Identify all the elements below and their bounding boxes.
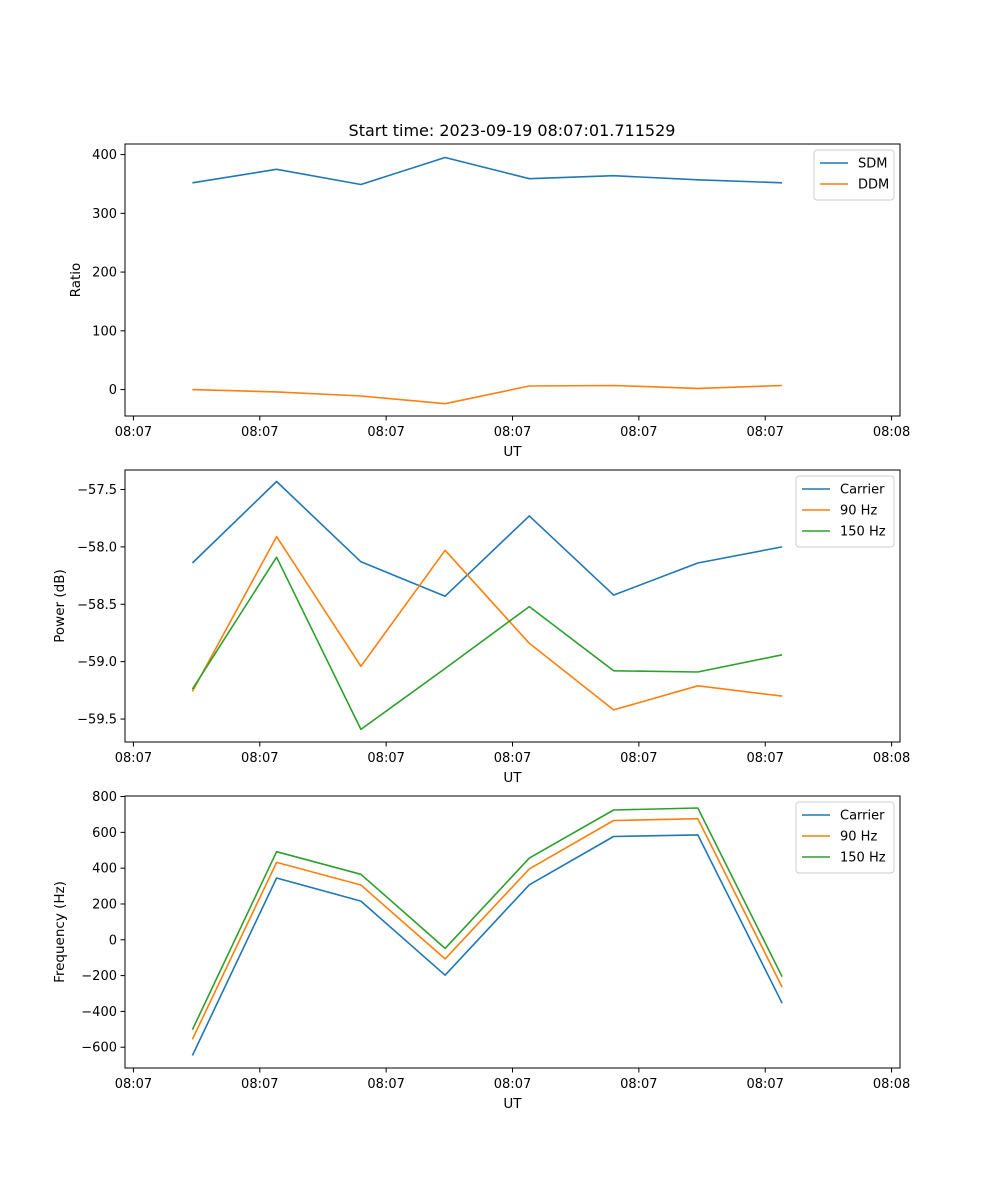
y-tick-label: 0 xyxy=(109,383,117,398)
x-tick-label: 08:07 xyxy=(367,1077,404,1092)
legend-box xyxy=(795,801,895,874)
legend-entry: DDM xyxy=(858,178,889,193)
y-tick-label: −59.0 xyxy=(77,655,117,670)
legend-entry: Carrier xyxy=(840,809,885,824)
x-tick-label: 08:07 xyxy=(620,1077,657,1092)
x-tick-label: 08:07 xyxy=(367,751,404,766)
x-tick-label: 08:07 xyxy=(620,425,657,440)
x-axis-label: UT xyxy=(503,770,522,786)
legend: Carrier 90 Hz 150 Hz xyxy=(795,475,895,548)
series-line-carrier xyxy=(191,480,783,598)
legend: Carrier 90 Hz 150 Hz xyxy=(795,801,895,874)
x-tick-label: 08:07 xyxy=(241,1077,278,1092)
x-tick-label: 08:07 xyxy=(367,425,404,440)
panel-frequency: 08:07 08:07 08:07 08:07 08:07 08:07 08:08 −600 −… xyxy=(52,790,910,1112)
y-tick-label: 600 xyxy=(92,826,117,841)
x-tick-label: 08:07 xyxy=(115,1077,152,1092)
panel-power: 08:07 08:07 08:07 08:07 08:07 08:07 08:08 −59.5… xyxy=(52,469,910,786)
y-tick-label: 300 xyxy=(92,207,117,222)
x-tick-label: 08:07 xyxy=(115,751,152,766)
legend-entry: 150 Hz xyxy=(840,525,886,540)
panel-ratio: 08:07 08:07 08:07 08:07 08:07 08:07 08:08 0 100 2… xyxy=(68,143,910,460)
legend-entry: 90 Hz xyxy=(840,830,877,845)
series-line-90-hz xyxy=(191,817,783,1040)
x-tick-label: 08:07 xyxy=(241,425,278,440)
x-tick-label: 08:07 xyxy=(494,1077,531,1092)
series-line-90-hz xyxy=(191,535,783,711)
y-axis-label: Frequency (Hz) xyxy=(52,881,68,983)
y-axis-label: Ratio xyxy=(68,263,84,298)
y-tick-label: −58.5 xyxy=(77,598,117,613)
y-tick-label: 0 xyxy=(109,933,117,948)
y-tick-label: −200 xyxy=(81,969,117,984)
x-tick-label: 08:08 xyxy=(873,751,910,766)
y-tick-label: 200 xyxy=(92,266,117,281)
legend-box xyxy=(795,475,895,548)
x-axis-label: UT xyxy=(503,444,522,460)
x-tick-label: 08:07 xyxy=(115,425,152,440)
legend-entry: 90 Hz xyxy=(840,504,877,519)
x-tick-label: 08:07 xyxy=(620,751,657,766)
legend-entry: SDM xyxy=(858,157,887,172)
x-tick-label: 08:07 xyxy=(494,751,531,766)
y-tick-label: −58.0 xyxy=(77,540,117,555)
y-tick-label: −59.5 xyxy=(77,713,117,728)
y-tick-label: −600 xyxy=(81,1041,117,1056)
series-line-carrier xyxy=(191,834,783,1056)
legend: SDM DDM xyxy=(813,149,895,201)
legend-entry: 150 Hz xyxy=(840,851,886,866)
x-tick-label: 08:08 xyxy=(873,1077,910,1092)
x-tick-label: 08:07 xyxy=(494,425,531,440)
figure-title: Start time: 2023-09-19 08:07:01.711529 xyxy=(349,121,676,140)
y-tick-label: 400 xyxy=(92,862,117,877)
x-tick-label: 08:08 xyxy=(873,425,910,440)
y-tick-label: −400 xyxy=(81,1005,117,1020)
y-tick-label: 100 xyxy=(92,324,117,339)
series-line-150-hz xyxy=(191,556,783,731)
legend-entry: Carrier xyxy=(840,483,885,498)
x-tick-label: 08:07 xyxy=(241,751,278,766)
y-tick-label: 200 xyxy=(92,897,117,912)
x-tick-label: 08:07 xyxy=(746,751,783,766)
y-axis-label: Power (dB) xyxy=(52,569,68,642)
x-axis-label: UT xyxy=(503,1096,522,1112)
y-tick-label: −57.5 xyxy=(77,483,117,498)
y-tick-label: 400 xyxy=(92,148,117,163)
series-line-ddm xyxy=(192,384,783,405)
x-tick-label: 08:07 xyxy=(746,425,783,440)
x-tick-label: 08:07 xyxy=(746,1077,783,1092)
y-tick-label: 800 xyxy=(92,790,117,805)
series-line-150-hz xyxy=(191,807,783,1031)
series-line-sdm xyxy=(192,156,783,186)
